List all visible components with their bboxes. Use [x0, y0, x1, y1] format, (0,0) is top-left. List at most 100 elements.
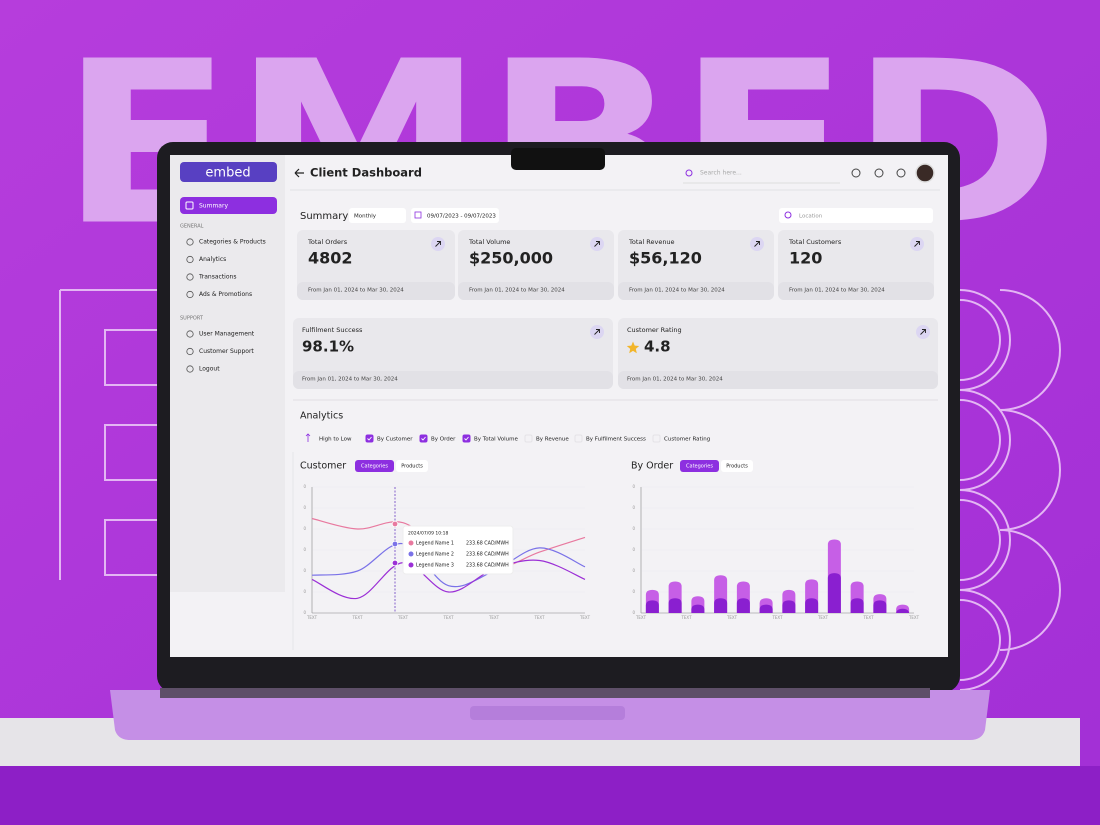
x-tick-label: TEXT [680, 615, 692, 620]
rating-star [626, 341, 640, 354]
y-tick-label: 0 [303, 484, 306, 489]
bar [691, 604, 705, 613]
tab[interactable] [396, 460, 428, 472]
hover-dot [391, 540, 399, 548]
tab-active[interactable] [355, 460, 394, 472]
nav-item[interactable]: Ads & Promotions [199, 291, 252, 298]
kpi-label: Customer Rating [627, 326, 682, 334]
y-tick-label: 0 [303, 547, 306, 552]
kpi-value: 4802 [308, 249, 353, 268]
hover-dot [391, 559, 399, 567]
filter-label[interactable]: Customer Rating [664, 437, 710, 443]
kpi-value: 4.8 [644, 338, 671, 356]
kpi-value: 98.1% [302, 338, 354, 356]
kpi-card-footer [297, 282, 455, 300]
kpi-label: Total Revenue [628, 238, 675, 246]
tooltip-name: Legend Name 3 [416, 563, 454, 569]
y-tick-label: 0 [632, 610, 635, 615]
nav-icon [185, 201, 194, 210]
x-tick-label: TEXT [771, 615, 783, 620]
kpi-value: $250,000 [469, 249, 553, 268]
date-value: 09/07/2023 - 09/07/2023 [427, 214, 496, 220]
filter-checkbox[interactable] [524, 434, 533, 443]
tab-active[interactable] [680, 460, 719, 472]
kpi-card-footer [618, 282, 774, 300]
tab: Categories [686, 464, 713, 470]
filter-label[interactable]: By Total Volume [474, 437, 518, 443]
page-title: Client Dashboard [310, 166, 422, 180]
dashboard: embed Summary GENERAL Categories & Products… [180, 162, 940, 650]
tooltip-name: Legend Name 2 [416, 552, 454, 558]
filter-label[interactable]: By Revenue [536, 437, 569, 443]
tooltip-value: 233.68 CAD/MWH [466, 563, 509, 569]
table-front [0, 766, 1100, 825]
period-select[interactable] [349, 208, 406, 223]
tooltip-time: 2024/07/09 10:18 [408, 531, 448, 537]
kpi-note: From Jan 01, 2024 to Mar 30, 2024 [302, 377, 398, 383]
bar [827, 573, 841, 613]
filter-label[interactable]: By Customer [377, 437, 413, 443]
header-icon[interactable] [851, 168, 861, 178]
y-tick-label: 0 [632, 505, 635, 510]
nav-item[interactable]: Categories & Products [199, 239, 266, 246]
kpi-value: 120 [789, 249, 822, 268]
nav-icon [186, 238, 194, 246]
location-value: Location [799, 214, 823, 220]
section-title: Analytics [300, 411, 343, 422]
kpi-label: Total Customers [788, 238, 842, 246]
nav-section: SUPPORT [180, 316, 204, 322]
nav-item: Summary [199, 203, 228, 210]
bar [782, 600, 796, 613]
filter-label[interactable]: By Fulfilment Success [586, 437, 646, 443]
bar [668, 598, 682, 613]
tab[interactable] [721, 460, 753, 472]
period-value: Monthly [354, 214, 377, 220]
calendar-icon [414, 211, 422, 219]
tab: Categories [361, 464, 388, 470]
chart-title: Customer [300, 461, 346, 472]
line-series [311, 543, 586, 588]
back-arrow[interactable] [294, 168, 304, 178]
nav-icon [186, 290, 194, 299]
header-icon[interactable] [874, 168, 884, 178]
filter-checkbox[interactable] [574, 434, 583, 443]
filter-checkbox[interactable] [419, 434, 428, 443]
y-tick-label: 0 [632, 589, 635, 594]
kpi-note: From Jan 01, 2024 to Mar 30, 2024 [629, 288, 725, 294]
filter-label[interactable]: By Order [431, 437, 456, 443]
x-tick-label: TEXT [397, 615, 409, 620]
x-tick-label: TEXT [579, 615, 591, 620]
filter-checkbox[interactable] [652, 434, 661, 443]
filter-checkbox[interactable] [462, 434, 471, 443]
filter-checkbox[interactable] [365, 434, 374, 443]
camera-notch [511, 148, 605, 170]
nav-item[interactable]: Analytics [199, 256, 226, 263]
hover-dot [391, 520, 399, 528]
x-tick-label: TEXT [442, 615, 454, 620]
nav-item[interactable]: Customer Support [199, 348, 254, 355]
laptop-trackpad [470, 706, 625, 720]
sort-option[interactable]: High to Low [319, 437, 352, 443]
tooltip [402, 525, 514, 575]
kpi-link-arrow [594, 241, 600, 247]
bar [850, 598, 864, 613]
kpi-link-arrow [754, 241, 760, 247]
check-mark [464, 436, 469, 441]
bar [736, 598, 750, 613]
nav-item[interactable]: Logout [199, 366, 220, 373]
kpi-label: Total Volume [468, 238, 510, 246]
nav-icon [186, 330, 194, 338]
date-select[interactable] [411, 208, 499, 223]
search-input[interactable]: Search here... [700, 170, 742, 177]
nav-item[interactable]: User Management [199, 331, 255, 338]
kpi-note: From Jan 01, 2024 to Mar 30, 2024 [627, 377, 723, 383]
location-select[interactable] [779, 208, 933, 223]
y-tick-label: 0 [303, 610, 306, 615]
avatar[interactable] [915, 163, 935, 183]
nav-active[interactable] [180, 197, 277, 214]
nav-item[interactable]: Transactions [198, 274, 236, 281]
kpi-link-arrow [920, 329, 926, 335]
header-icon[interactable] [896, 168, 906, 178]
bar [759, 604, 773, 613]
